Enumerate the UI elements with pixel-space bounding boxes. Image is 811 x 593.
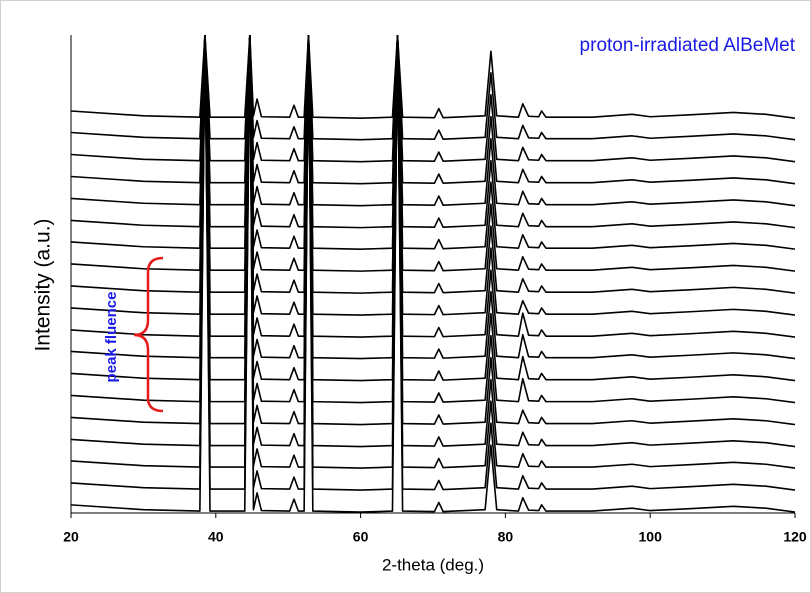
- x-tick-label: 20: [63, 529, 79, 545]
- x-tick-label: 100: [639, 529, 663, 545]
- series-line: [71, 35, 795, 119]
- x-tick-label: 60: [353, 529, 369, 545]
- x-axis-label: 2-theta (deg.): [382, 555, 484, 574]
- brace: [133, 256, 164, 413]
- y-axis-label: Intensity (a.u.): [32, 218, 55, 351]
- plot-area: [71, 35, 795, 513]
- chart-title: proton-irradiated AlBeMet: [580, 35, 796, 56]
- annotation: peak fluence: [103, 292, 120, 383]
- x-tick-label: 40: [208, 529, 224, 545]
- x-tick-label: 80: [498, 529, 514, 545]
- x-tick-label: 120: [783, 529, 807, 545]
